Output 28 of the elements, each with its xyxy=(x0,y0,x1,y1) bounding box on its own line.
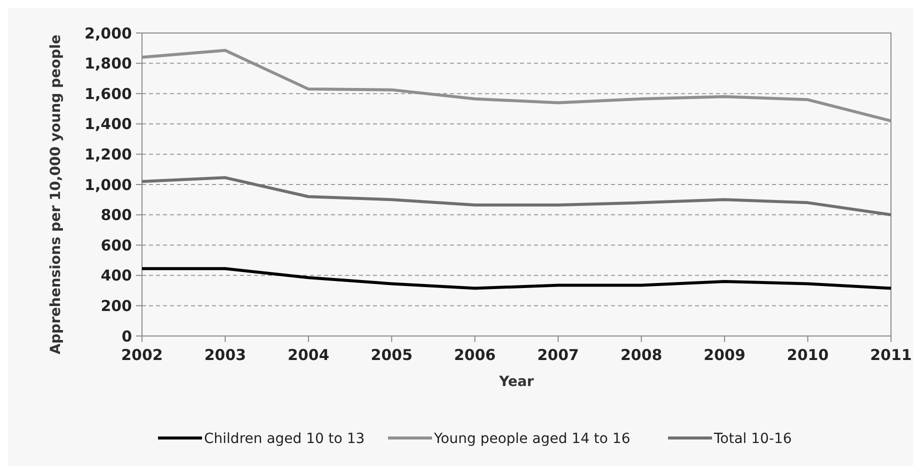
x-tick-label: 2004 xyxy=(288,346,330,364)
y-tick-label: 2,000 xyxy=(84,24,132,42)
line-series xyxy=(140,267,892,290)
legend-label: Children aged 10 to 13 xyxy=(204,430,365,447)
x-tick-label: 2005 xyxy=(370,346,413,364)
y-tick-label: 0 xyxy=(122,327,132,346)
y-tick-label: 200 xyxy=(100,296,132,315)
line-series xyxy=(140,176,892,216)
y-tick-label: 1,000 xyxy=(84,176,132,194)
legend-label: Total 10-16 xyxy=(713,430,792,447)
y-axis-title: Apprehensions per 10,000 young people xyxy=(48,34,64,354)
x-tick-label: 2010 xyxy=(786,346,829,364)
legend-label: Young people aged 14 to 16 xyxy=(433,430,630,447)
y-tick-label: 1,800 xyxy=(84,54,132,73)
x-tick-label: 2007 xyxy=(537,346,579,364)
x-tick-label: 2006 xyxy=(454,346,496,364)
x-tick-label: 2009 xyxy=(704,346,746,364)
x-tick-label: 2002 xyxy=(121,346,163,364)
x-tick-label: 2008 xyxy=(620,346,662,364)
x-axis-title: Year xyxy=(498,374,534,390)
y-tick-label: 800 xyxy=(100,206,132,224)
y-tick-label: 1,400 xyxy=(84,115,132,134)
x-tick-label: 2011 xyxy=(870,346,912,364)
y-tick-label: 400 xyxy=(100,266,132,285)
y-tick-label: 1,600 xyxy=(84,84,132,103)
x-tick-label: 2003 xyxy=(204,346,246,364)
y-tick-label: 600 xyxy=(100,236,132,254)
y-tick-label: 1,200 xyxy=(84,145,132,164)
